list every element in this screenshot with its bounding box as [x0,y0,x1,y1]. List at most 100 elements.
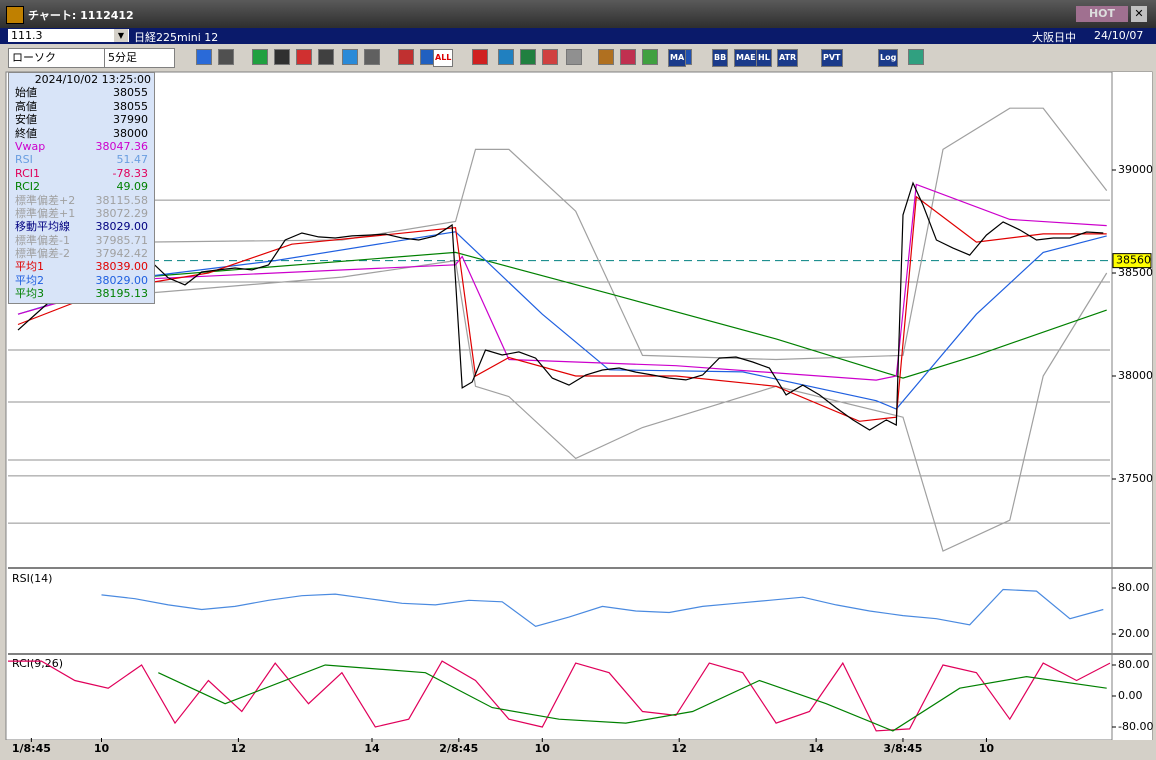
x-tick-label: 12 [231,742,246,755]
toolbar-text-icon[interactable]: ALL [433,49,454,67]
toolbar-icon[interactable] [364,49,380,65]
info-label: RSI [15,153,33,167]
y-tick-label: 0.00 [1118,689,1143,702]
info-value: 38195.13 [95,287,149,301]
info-value: 37942.42 [95,247,149,261]
toolbar-text-icon[interactable]: MAE [734,49,758,67]
toolbar-icon[interactable] [642,49,658,65]
hot-button[interactable]: HOT [1076,6,1128,22]
info-label: 標準偏差+2 [15,193,76,207]
info-row: 標準偏差-2 37942.42 [9,247,154,260]
info-row: Vwap 38047.36 [9,140,154,153]
symbol-name: 日経225mini 12 [134,31,219,44]
toolbar-text-icon[interactable]: MA [668,49,687,67]
y-tick-label: 37500 [1118,472,1153,485]
toolbar-icon[interactable] [252,49,268,65]
y-tick-label: 38000 [1118,369,1153,382]
info-row: 安値 37990 [9,113,154,126]
panel-title: RSI(14) [12,572,52,585]
code-dropdown[interactable]: ▼ [114,29,128,42]
chart-kind-select[interactable]: ローソク [8,48,105,68]
info-row: 標準偏差-1 37985.71 [9,234,154,247]
toolbar-icon[interactable] [620,49,636,65]
info-value: 38029.00 [95,220,149,234]
info-label: 平均2 [15,273,44,287]
last-price-box [1112,253,1152,269]
toolbar-icon[interactable] [196,49,212,65]
info-label: 終値 [15,126,37,140]
toolbar-text-icon[interactable]: ATR [777,49,799,67]
toolbar-text-icon[interactable]: HL [756,49,772,67]
x-tick-label: 10 [979,742,995,755]
series-line [17,195,1107,422]
symbol-bar: 111.3 ▼ 日経225mini 12 大阪日中 24/10/07 [0,28,1156,44]
series-line [17,181,1104,431]
x-tick-label: 14 [364,742,380,755]
info-value: 38039.00 [95,260,149,274]
info-label: 標準偏差-1 [15,233,70,247]
series-line [141,251,1107,379]
info-label: 標準偏差-2 [15,247,70,261]
plot-frame [5,71,1153,741]
x-tick-label: 3/8:45 [883,742,922,755]
info-row: RSI 51.47 [9,153,154,166]
toolbar-text-icon[interactable]: BB [712,49,729,67]
info-value: 37990 [113,113,148,127]
series-line [101,588,1104,627]
toolbar-icon[interactable] [218,49,234,65]
toolbar-icon[interactable] [598,49,614,65]
y-tick-label: 38500 [1118,266,1153,279]
info-label: Vwap [15,139,46,153]
toolbar-icon[interactable] [296,49,312,65]
series-line [158,664,1107,732]
info-row: 標準偏差+2 38115.58 [9,194,154,207]
info-label: 平均1 [15,260,44,274]
series-line [141,259,1108,552]
title-bar: チャート: 1112412 HOT ✕ [0,0,1156,28]
info-label: 始値 [15,86,37,100]
series-line [8,660,1111,732]
axis-strip [1112,72,1152,740]
toolbar-icon[interactable] [472,49,488,65]
info-datetime: 2024/10/02 13:25:00 [34,73,151,86]
date: 24/10/07 [1094,29,1144,42]
x-tick-label: 1/8:45 [12,742,51,755]
toolbar-icon[interactable] [908,49,924,65]
info-row: 平均2 38029.00 [9,274,154,287]
interval-select[interactable]: 5分足 [104,48,175,68]
toolbar-icon[interactable] [318,49,334,65]
close-button[interactable]: ✕ [1131,6,1147,22]
app-icon [6,6,24,24]
toolbar-icon[interactable] [542,49,558,65]
toolbar-icon[interactable] [342,49,358,65]
info-value: 38000 [113,126,148,140]
info-label: RCI1 [15,166,41,180]
toolbar-icon[interactable] [566,49,582,65]
series-line [17,183,1107,381]
toolbar-icon[interactable] [498,49,514,65]
info-value: -78.33 [112,166,148,180]
info-value: 38055 [113,86,148,100]
info-value: 49.09 [116,180,149,194]
info-row: 移動平均線 38029.00 [9,220,154,233]
info-row: 平均3 38195.13 [9,287,154,300]
y-tick-label: 39000 [1118,163,1153,176]
info-row: 高値 38055 [9,100,154,113]
y-tick-label: -80.00 [1118,720,1153,733]
info-row: 標準偏差+1 38072.29 [9,207,154,220]
toolbar-text-icon[interactable]: PVT [821,49,843,67]
x-tick-label: 2/8:45 [439,742,478,755]
info-label: 平均3 [15,287,44,301]
x-tick-label: 10 [94,742,110,755]
toolbar-icon[interactable] [398,49,414,65]
toolbar-text-icon[interactable]: Log [878,49,899,67]
code-input[interactable]: 111.3 [8,29,129,42]
toolbar-icon[interactable] [274,49,290,65]
info-value: 38047.36 [95,139,149,153]
toolbar-icon[interactable] [520,49,536,65]
info-row: 終値 38000 [9,127,154,140]
info-value: 37985.71 [95,233,149,247]
last-price-label: 38560 [1116,254,1151,267]
toolbar: ローソク 5分足 ALL MA BB MAE HL ATR PVT Log [0,46,1156,70]
